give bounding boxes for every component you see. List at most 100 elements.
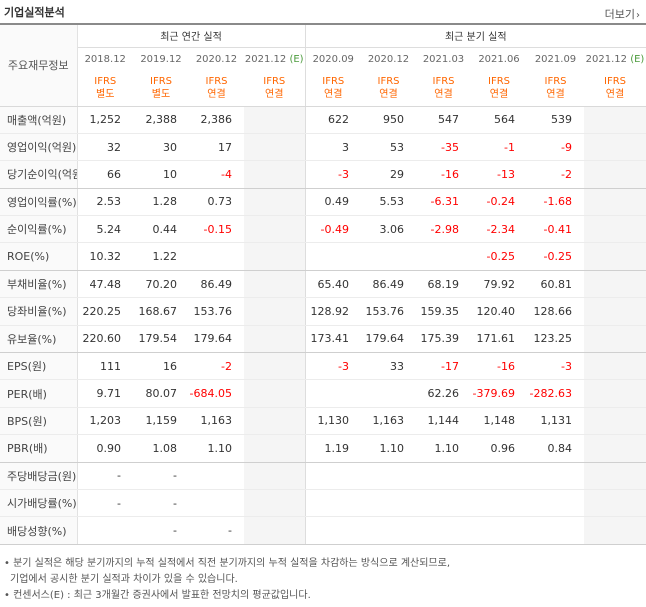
table-cell: -3 xyxy=(527,352,584,381)
row-label: 배당성향(%) xyxy=(0,516,78,545)
table-cell: -2.98 xyxy=(416,215,471,244)
more-label: 더보기 xyxy=(604,8,635,21)
row-label: 영업이익률(%) xyxy=(0,188,78,217)
table-cell: -0.49 xyxy=(304,215,361,244)
table-cell: 564 xyxy=(471,106,527,134)
table-cell xyxy=(304,516,361,545)
standard-header: IFRS 연결 xyxy=(361,71,416,107)
table-cell xyxy=(244,379,305,408)
table-cell: 86.49 xyxy=(189,270,244,299)
standard-label: IFRS xyxy=(432,76,455,88)
table-cell: -282.63 xyxy=(527,379,584,408)
table-cell xyxy=(244,106,305,134)
period-header-row: 2018.12 2019.12 2020.12 2021.12 (E) 2020.09 2… xyxy=(0,47,646,71)
table-cell: 2.53 xyxy=(77,188,133,217)
period-label: 2020.12 xyxy=(195,53,238,65)
table-cell: - xyxy=(133,462,189,490)
table-cell: 123.25 xyxy=(527,325,584,354)
period-label: 2021.06 xyxy=(478,53,520,65)
table-cell: -3 xyxy=(304,352,361,381)
table-cell xyxy=(584,160,646,189)
table-cell: -2 xyxy=(527,160,584,189)
table-cell xyxy=(527,489,584,518)
table-cell xyxy=(244,434,305,463)
table-cell: 1,252 xyxy=(77,106,133,134)
row-label: 유보율(%) xyxy=(0,325,78,354)
table-cell xyxy=(584,325,646,354)
table-cell: 1,130 xyxy=(304,407,361,436)
period-label: 2021.12 xyxy=(244,53,287,65)
consolidation-label: 연결 xyxy=(489,89,509,101)
table-cell xyxy=(584,516,646,545)
table-cell: 5.24 xyxy=(77,215,133,244)
table-row: 매출액(억원) 1,252 2,388 2,386 622 950 547 564 539 xyxy=(0,106,646,134)
table-cell: 179.54 xyxy=(133,325,189,354)
footnote-quarterly-cont: 기업에서 공시한 분기 실적과 차이가 있을 수 있습니다. xyxy=(10,574,238,585)
standard-header: IFRS 별도 xyxy=(77,71,133,107)
table-cell: 62.26 xyxy=(416,379,471,408)
consolidation-label: 별도 xyxy=(96,89,115,101)
table-cell: 1.10 xyxy=(361,434,416,463)
table-cell xyxy=(361,489,416,518)
table-cell: 539 xyxy=(527,106,584,134)
row-label: 순이익률(%) xyxy=(0,215,78,244)
row-label: 영업이익(억원) xyxy=(0,133,78,162)
standard-header: IFRS 연결 xyxy=(471,71,527,107)
table-cell: 33 xyxy=(361,352,416,381)
table-cell: 1.22 xyxy=(133,242,189,271)
table-cell: 128.66 xyxy=(527,297,584,326)
table-cell: 111 xyxy=(77,352,133,381)
period-header: 2021.12 (E) xyxy=(584,47,646,71)
period-header: 2018.12 xyxy=(77,47,133,71)
consolidation-label: 연결 xyxy=(324,89,343,101)
table-cell xyxy=(244,462,305,490)
table-cell: 66 xyxy=(77,160,133,189)
standard-label: IFRS xyxy=(94,76,117,88)
table-cell: 3 xyxy=(304,133,361,162)
table-cell: 0.49 xyxy=(304,188,361,217)
table-cell: 17 xyxy=(189,133,244,162)
table-cell xyxy=(361,242,416,271)
table-cell: -2 xyxy=(189,352,244,381)
table-row: 배당성향(%) - - xyxy=(0,516,646,545)
table-cell: 80.07 xyxy=(133,379,189,408)
table-cell: 65.40 xyxy=(304,270,361,299)
table-cell xyxy=(189,489,244,518)
table-cell: -0.25 xyxy=(471,242,527,271)
table-cell xyxy=(244,215,305,244)
table-cell: 128.92 xyxy=(304,297,361,326)
period-header: 2020.12 xyxy=(361,47,416,71)
table-cell xyxy=(244,297,305,326)
table-cell: 60.81 xyxy=(527,270,584,299)
table-cell: -379.69 xyxy=(471,379,527,408)
table-cell: -6.31 xyxy=(416,188,471,217)
table-cell xyxy=(244,270,305,299)
table-cell xyxy=(416,516,471,545)
table-cell xyxy=(244,407,305,436)
table-cell: 0.73 xyxy=(189,188,244,217)
table-cell xyxy=(304,242,361,271)
period-label: 2020.12 xyxy=(367,53,410,65)
standard-label: IFRS xyxy=(544,76,567,88)
table-cell: 30 xyxy=(133,133,189,162)
standard-label: IFRS xyxy=(263,76,286,88)
table-cell: -4 xyxy=(189,160,244,189)
table-cell xyxy=(471,489,527,518)
table-cell xyxy=(584,106,646,134)
row-label: PBR(배) xyxy=(0,434,78,463)
table-cell xyxy=(361,379,416,408)
table-row: 영업이익률(%) 2.53 1.28 0.73 0.49 5.53 -6.31 -0.24 -1… xyxy=(0,188,646,217)
quarterly-group-header: 최근 분기 실적 xyxy=(304,24,646,48)
financial-summary-table: 주요재무정보 최근 연간 실적 최근 분기 실적 2018.12 2019.12 2… xyxy=(0,23,646,545)
annual-group-header: 최근 연간 실적 xyxy=(77,24,305,48)
table-cell: - xyxy=(133,489,189,518)
table-cell: 153.76 xyxy=(361,297,416,326)
section-header: 기업실적분석 더보기› xyxy=(0,0,646,24)
table-row: ROE(%) 10.32 1.22 -0.25 -0.25 xyxy=(0,242,646,271)
table-cell xyxy=(584,407,646,436)
table-cell xyxy=(361,462,416,490)
table-cell xyxy=(244,516,305,545)
table-cell xyxy=(244,352,305,381)
table-cell xyxy=(584,215,646,244)
more-link[interactable]: 더보기› xyxy=(605,6,640,22)
